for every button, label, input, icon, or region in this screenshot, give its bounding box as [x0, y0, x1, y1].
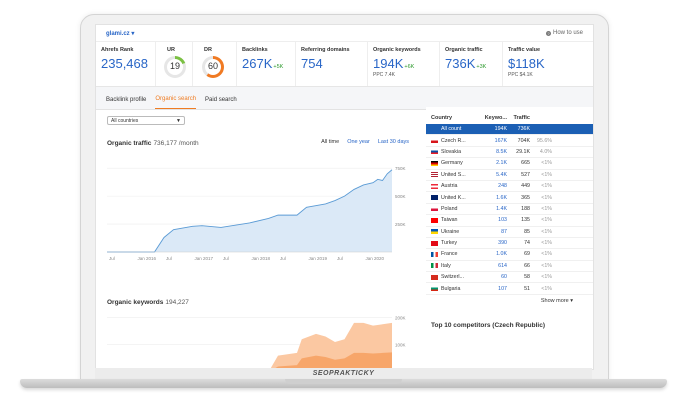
organic-keywords-chart: 200K 100K — [107, 315, 406, 369]
show-more-button[interactable]: Show more ▾ — [540, 297, 573, 304]
backlinks-link[interactable]: 267K — [242, 56, 273, 71]
flag-fr-icon — [431, 251, 438, 257]
x-tick-label: Jul — [223, 256, 229, 261]
x-tick-label: Jan 2016 — [138, 256, 157, 261]
country-row[interactable]: Germany 2.1K 665 <1% — [426, 158, 593, 170]
metrics-bar: Ahrefs Rank 235,468 UR 19 DR 60 Backlink… — [96, 41, 593, 87]
metric-referring-domains: Referring domains 754 — [296, 42, 368, 86]
flag-us-icon — [431, 172, 438, 178]
domain-selector[interactable]: glami.cz ▾ — [106, 30, 135, 37]
y-tick-label: 500K — [395, 194, 406, 199]
x-tick-label: Jan 2020 — [366, 256, 385, 261]
metric-backlinks: Backlinks 267K+5K — [237, 42, 296, 86]
x-tick-label: Jul — [337, 256, 343, 261]
country-row[interactable]: United S... 5.4K 527 <1% — [426, 170, 593, 181]
flag-pl-icon — [431, 206, 438, 212]
laptop-notch — [285, 379, 402, 384]
metric-ur: UR 19 — [156, 42, 193, 86]
country-table-header: Country Keywo... Traffic — [431, 115, 530, 121]
country-row[interactable]: Ukraine 87 85 <1% — [426, 227, 593, 238]
range-all-time[interactable]: All time — [321, 139, 340, 145]
flag-bg-icon — [431, 286, 438, 292]
country-row[interactable]: Austria 248 449 <1% — [426, 181, 593, 193]
competitors-title: Top 10 competitors (Czech Republic) — [431, 321, 546, 329]
country-select[interactable]: All countries ▼ — [107, 116, 185, 125]
chevron-down-icon: ▼ — [176, 118, 181, 124]
y-tick-label: 100K — [395, 343, 406, 348]
flag-tr-icon — [431, 240, 438, 246]
range-last-30-days[interactable]: Last 30 days — [377, 139, 409, 145]
screen: glami.cz ▾ ? How to use Ahrefs Rank 235,… — [95, 24, 594, 370]
organic-keywords-link[interactable]: 194K — [373, 56, 404, 71]
metric-dr: DR 60 — [193, 42, 237, 86]
country-table: Country Keywo... Traffic All count 194K 73… — [426, 107, 593, 369]
metric-traffic-value: Traffic value $118K PPC $4.1K — [508, 47, 545, 78]
range-one-year[interactable]: One year — [347, 139, 370, 145]
metric-organic-keywords: Organic keywords 194K+6K PPC 7.4K — [368, 42, 440, 86]
brand-logo: SEOPRAKTICKY — [312, 370, 375, 377]
charts-panel: All countries ▼ Organic traffic 736,177 /m… — [96, 107, 418, 369]
x-tick-label: Jul — [166, 256, 172, 261]
question-icon: ? — [545, 30, 551, 36]
organic-traffic-link[interactable]: 736K — [445, 56, 476, 71]
country-row[interactable]: Taiwan 103 135 <1% — [426, 215, 593, 227]
y-tick-label: 750K — [395, 166, 406, 171]
flag-ch-icon — [431, 274, 438, 280]
country-row[interactable]: Italy 614 66 <1% — [426, 261, 593, 273]
traffic-line — [107, 169, 393, 253]
flag-cz-icon — [431, 138, 438, 144]
country-row[interactable]: Poland 1.4K 188 <1% — [426, 204, 593, 216]
top-bar: glami.cz ▾ ? How to use — [96, 25, 593, 41]
how-to-use-link[interactable]: ? How to use — [545, 30, 583, 36]
referring-domains-link[interactable]: 754 — [301, 56, 323, 71]
tab-paid-search[interactable]: Paid search — [205, 97, 237, 103]
laptop-bezel: SEOPRAKTICKY — [95, 368, 592, 379]
country-row[interactable]: Bulgaria 107 51 <1% — [426, 283, 593, 295]
tab-bar: Backlink profile Organic search Paid sea… — [96, 87, 593, 110]
organic-keywords-title: Organic keywords 194,227 — [107, 299, 189, 306]
traffic-area — [107, 169, 392, 252]
x-tick-label: Jul — [109, 256, 115, 261]
flag-at-icon — [431, 183, 438, 189]
range-selector: All time One year Last 30 days — [321, 139, 409, 145]
x-tick-label: Jan 2017 — [195, 256, 214, 261]
country-row[interactable]: All count 194K 736K — [426, 124, 593, 136]
flag-sk-icon — [431, 149, 438, 155]
country-row[interactable]: Turkey 390 74 <1% — [426, 238, 593, 250]
metric-ahrefs-rank: Ahrefs Rank 235,468 — [96, 42, 156, 86]
flag-de-icon — [431, 160, 438, 166]
x-tick-label: Jan 2019 — [309, 256, 328, 261]
tab-organic-search[interactable]: Organic search — [155, 96, 197, 109]
organic-traffic-title: Organic traffic 736,177 /month — [107, 140, 199, 147]
tab-backlink-profile[interactable]: Backlink profile — [106, 97, 147, 103]
metric-organic-traffic: Organic traffic 736K+3K — [440, 42, 503, 86]
dr-gauge: 60 — [202, 56, 224, 78]
y-tick-label: 250K — [395, 222, 406, 227]
flag-uk-icon — [431, 195, 438, 201]
x-tick-label: Jul — [280, 256, 286, 261]
country-row[interactable]: Slovakia 8.5K 29.1K 4.0% — [426, 147, 593, 159]
country-row[interactable]: France 1.0K 69 <1% — [426, 249, 593, 261]
flag-ua-icon — [431, 229, 438, 235]
y-tick-label: 200K — [395, 315, 406, 320]
flag-tw-icon — [431, 217, 438, 223]
x-tick-label: Jan 2018 — [252, 256, 271, 261]
flag-it-icon — [431, 263, 438, 269]
country-row[interactable]: United K... 1.6K 365 <1% — [426, 192, 593, 204]
country-row[interactable]: Czech R... 167K 704K 95.6% — [426, 135, 593, 147]
country-row[interactable]: Switzerl... 60 58 <1% — [426, 272, 593, 284]
keywords-area-1 — [273, 352, 392, 369]
organic-traffic-chart: 750K 500K 250K Jul Jan 2016 Jul Jan 2017 Jul Jan… — [107, 166, 406, 261]
flag-none-icon — [431, 127, 438, 132]
ur-gauge: 19 — [164, 56, 186, 78]
